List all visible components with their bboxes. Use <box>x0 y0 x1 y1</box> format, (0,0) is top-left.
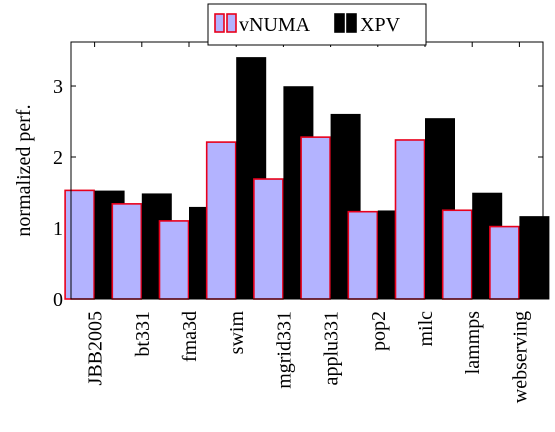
legend-box <box>207 3 427 46</box>
bar-vnuma-bt331 <box>111 203 143 300</box>
x-tick-label: JBB2005 <box>85 311 107 385</box>
bar-vnuma-applu331 <box>300 136 331 300</box>
bar-vnuma-jbb2005 <box>64 189 95 300</box>
y-tick-label: 1 <box>53 218 63 240</box>
x-tick-label: mgrid331 <box>273 311 295 389</box>
x-tick-labels: JBB2005 bt331 fma3d swim mgrid331 applu331 pop… <box>85 311 532 404</box>
legend: vNUMA XPV <box>207 3 427 46</box>
legend-label-xpv: XPV <box>360 14 401 36</box>
legend-swatch-vnuma <box>214 13 225 33</box>
bar-vnuma-mgrid331 <box>253 178 284 300</box>
legend-swatch-vnuma <box>226 13 237 33</box>
bar-vnuma-pop2 <box>347 210 379 300</box>
x-tick-label: bt331 <box>132 311 154 357</box>
bar-vnuma-lammps <box>441 209 473 300</box>
x-tick-label: swim <box>226 311 248 355</box>
x-tick-label: milc <box>415 311 437 347</box>
bar-vnuma-fma3d <box>158 220 190 300</box>
y-tick-label: 0 <box>53 289 63 311</box>
bar-xpv-webserving <box>519 216 550 300</box>
x-tick-label: applu331 <box>321 311 343 385</box>
legend-swatch-xpv <box>346 13 357 33</box>
x-tick-label: fma3d <box>179 311 201 362</box>
x-tick-label: webserving <box>509 311 531 403</box>
y-tick-label: 2 <box>53 147 63 169</box>
x-tick-label: lammps <box>462 311 484 375</box>
x-tick-label: pop2 <box>368 311 390 351</box>
y-tick-labels: 0 1 2 3 <box>53 76 63 311</box>
bars <box>64 57 550 300</box>
bar-vnuma-milc <box>394 139 426 300</box>
y-tick-label: 3 <box>53 76 63 98</box>
bar-vnuma-webserving <box>489 225 520 300</box>
bar-vnuma-swim <box>205 141 237 300</box>
y-axis-title: normalized perf. <box>13 104 35 236</box>
legend-label-vnuma: vNUMA <box>239 14 311 36</box>
legend-swatch-xpv <box>334 13 345 33</box>
